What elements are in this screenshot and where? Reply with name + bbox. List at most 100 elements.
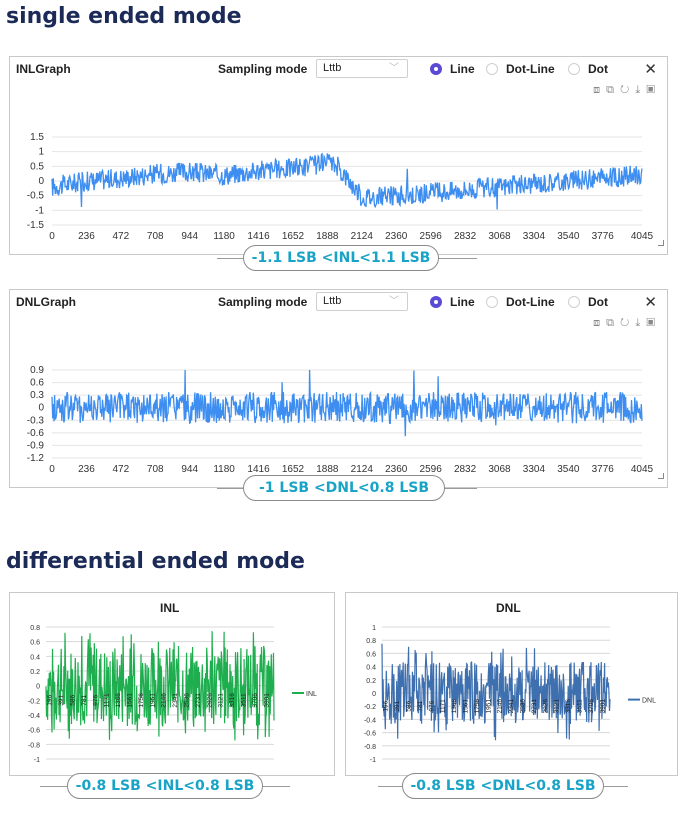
download-icon[interactable]: ⤓: [635, 317, 647, 329]
zoom-reset-icon[interactable]: ⧉: [606, 84, 621, 96]
radio-dot-line-label: Dot-Line: [506, 62, 555, 76]
diff-inl-range-label: -0.8 LSB <INL<0.8 LSB: [67, 773, 263, 799]
sampling-mode-select[interactable]: Lttb ﹀: [316, 59, 408, 78]
y-tick-label: 0: [372, 691, 376, 698]
heading-differential-ended: differential ended mode: [6, 549, 305, 574]
download-icon[interactable]: ⤓: [635, 84, 647, 96]
series-line: [45, 631, 275, 741]
x-tick-label: 2832: [454, 464, 477, 475]
x-tick-label: 976: [428, 700, 435, 711]
x-tick-label: 472: [113, 464, 130, 475]
x-tick-label: 586: [70, 695, 77, 706]
y-tick-label: -1: [34, 757, 40, 764]
x-tick-label: 3304: [523, 464, 546, 475]
x-tick-label: 1561: [463, 699, 470, 714]
diff-dnl-range-label: -0.8 LSB <DNL<0.8 LSB: [402, 773, 604, 799]
x-tick-label: 3068: [488, 231, 511, 242]
y-tick-label: -0.8: [28, 742, 40, 749]
sampling-mode-label: Sampling mode: [218, 62, 308, 76]
x-tick-label: 2360: [385, 464, 408, 475]
x-tick-label: 3511: [241, 693, 248, 707]
y-tick-label: -0.6: [27, 428, 45, 439]
radio-dot[interactable]: Dot: [568, 62, 608, 76]
x-tick-label: 3776: [592, 464, 615, 475]
restore-icon[interactable]: ↻: [620, 84, 636, 96]
x-tick-label: 1652: [282, 464, 305, 475]
y-tick-label: -0.4: [28, 713, 40, 720]
x-tick-label: 1416: [247, 464, 270, 475]
x-tick-label: 2124: [351, 231, 374, 242]
sampling-mode-select[interactable]: Lttb ﹀: [316, 292, 408, 311]
x-tick-label: 2536: [520, 699, 527, 714]
radio-line[interactable]: Line: [430, 295, 475, 309]
x-tick-label: 1416: [247, 231, 270, 242]
x-tick-label: 944: [181, 231, 198, 242]
x-tick-label: 708: [147, 464, 164, 475]
x-tick-label: 3706: [252, 693, 259, 708]
x-tick-label: 1756: [138, 693, 145, 708]
y-tick-label: 0: [38, 403, 44, 414]
dnl-graph-panel: DNLGraph Sampling mode Lttb ﹀ Line Dot-Li…: [9, 289, 668, 489]
x-tick-label: 3121: [218, 693, 225, 708]
x-tick-label: 3068: [488, 464, 511, 475]
y-tick-label: 0.3: [30, 390, 44, 401]
x-tick-label: 0: [49, 464, 55, 475]
resize-handle[interactable]: [658, 240, 664, 246]
dnl-range-label: -1 LSB <DNL<0.8 LSB: [243, 475, 445, 501]
y-tick-label: 0.6: [366, 651, 376, 658]
x-tick-label: 1951: [149, 693, 156, 708]
close-icon[interactable]: ✕: [644, 61, 657, 78]
radio-line-label: Line: [450, 62, 475, 76]
radio-empty-icon: [486, 63, 498, 75]
y-tick-label: -0.9: [27, 440, 45, 451]
x-tick-label: 391: [58, 695, 65, 706]
chart-tools: ⧈⧉↻⤓▣: [593, 84, 661, 97]
zoom-icon[interactable]: ⧈: [593, 84, 607, 96]
y-tick-label: 0: [36, 684, 40, 691]
save-icon[interactable]: ▣: [646, 317, 661, 329]
sampling-mode-value: Lttb: [323, 62, 342, 74]
close-icon[interactable]: ✕: [644, 294, 657, 311]
x-tick-label: 2146: [161, 693, 168, 708]
dnl-toolbar: DNLGraph Sampling mode Lttb ﹀ Line Dot-Li…: [10, 290, 667, 314]
x-tick-label: 2536: [184, 693, 191, 708]
inl-line-chart: 1.5 1 0.5 0 -0.5 -1 -1.5 0 236 472 708 944 1180 1416 1…: [27, 132, 654, 256]
diff-dnl-title: DNL: [496, 601, 521, 615]
x-tick-label: 3901: [599, 699, 606, 714]
y-tick-label: -0.3: [27, 415, 45, 426]
x-tick-label: 196: [47, 695, 54, 706]
y-tick-label: 0.5: [30, 161, 44, 172]
save-icon[interactable]: ▣: [646, 84, 661, 96]
x-tick-label: 2731: [195, 693, 202, 708]
zoom-icon[interactable]: ⧈: [593, 317, 607, 329]
sampling-mode-label: Sampling mode: [218, 295, 308, 309]
y-tick-label: -0.6: [364, 731, 376, 738]
diff-dnl-panel: DNL 1 0.8 0.6 0.4 0.2 0 -0.2 -0.4 -0.6 -0.8 -1 196 3…: [345, 592, 678, 776]
radio-dot[interactable]: Dot: [568, 295, 608, 309]
y-tick-label: -0.2: [28, 698, 40, 705]
x-tick-label: 2596: [420, 464, 443, 475]
heading-single-ended: single ended mode: [6, 4, 242, 29]
x-tick-label: 2341: [508, 699, 515, 714]
x-tick-label: 3304: [523, 231, 546, 242]
diff-inl-panel: INL 0.8 0.6 0.4 0.2 0 -0.2 -0.4 -0.6 -0.8 -1 196 39…: [9, 592, 335, 776]
radio-dot-line[interactable]: Dot-Line: [486, 295, 555, 309]
x-tick-label: 2360: [385, 231, 408, 242]
y-tick-label: 0.8: [30, 625, 40, 632]
restore-icon[interactable]: ↻: [620, 317, 636, 329]
zoom-reset-icon[interactable]: ⧉: [606, 317, 621, 329]
y-tick-label: 0: [38, 176, 44, 187]
x-tick-label: 1888: [316, 464, 339, 475]
legend-label: DNL: [642, 698, 656, 705]
chevron-down-icon: ﹀: [389, 296, 399, 307]
x-tick-label: 3316: [229, 693, 236, 708]
radio-dot-line-label: Dot-Line: [506, 295, 555, 309]
x-tick-label: 3776: [592, 231, 615, 242]
y-tick-label: -1: [370, 757, 376, 764]
radio-dot-line[interactable]: Dot-Line: [486, 62, 555, 76]
x-tick-label: 2926: [542, 699, 549, 714]
y-tick-label: 0.2: [366, 678, 376, 685]
radio-line[interactable]: Line: [430, 62, 475, 76]
x-tick-label: 944: [181, 464, 198, 475]
resize-handle[interactable]: [658, 473, 664, 479]
